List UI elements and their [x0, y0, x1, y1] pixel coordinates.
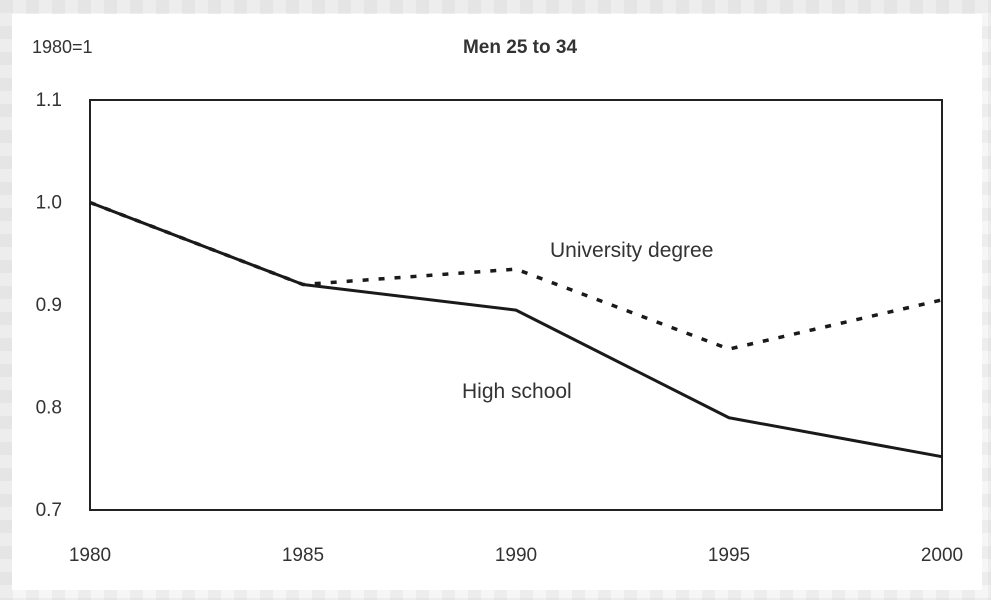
y-tick-label: 0.8	[36, 398, 62, 419]
series-line-high-school	[89, 201, 943, 459]
series-label-university-degree: University degree	[550, 239, 713, 262]
y-axis-unit-label: 1980=1	[32, 37, 93, 57]
y-tick-label: 1.0	[36, 193, 62, 214]
y-tick-label: 1.1	[36, 90, 62, 111]
y-tick-label: 0.7	[36, 500, 62, 521]
chart-panel	[12, 14, 982, 590]
plot-area-border	[89, 99, 943, 511]
x-tick-label: 1980	[69, 545, 111, 566]
x-tick-label: 1995	[708, 545, 750, 566]
x-tick-label: 1990	[495, 545, 537, 566]
chart-title: Men 25 to 34	[463, 37, 577, 58]
y-tick-label: 0.9	[36, 295, 62, 316]
series-label-high-school: High school	[462, 380, 572, 403]
x-tick-label: 1985	[282, 545, 324, 566]
x-tick-label: 2000	[921, 545, 963, 566]
series-line-university-degree	[89, 200, 943, 351]
